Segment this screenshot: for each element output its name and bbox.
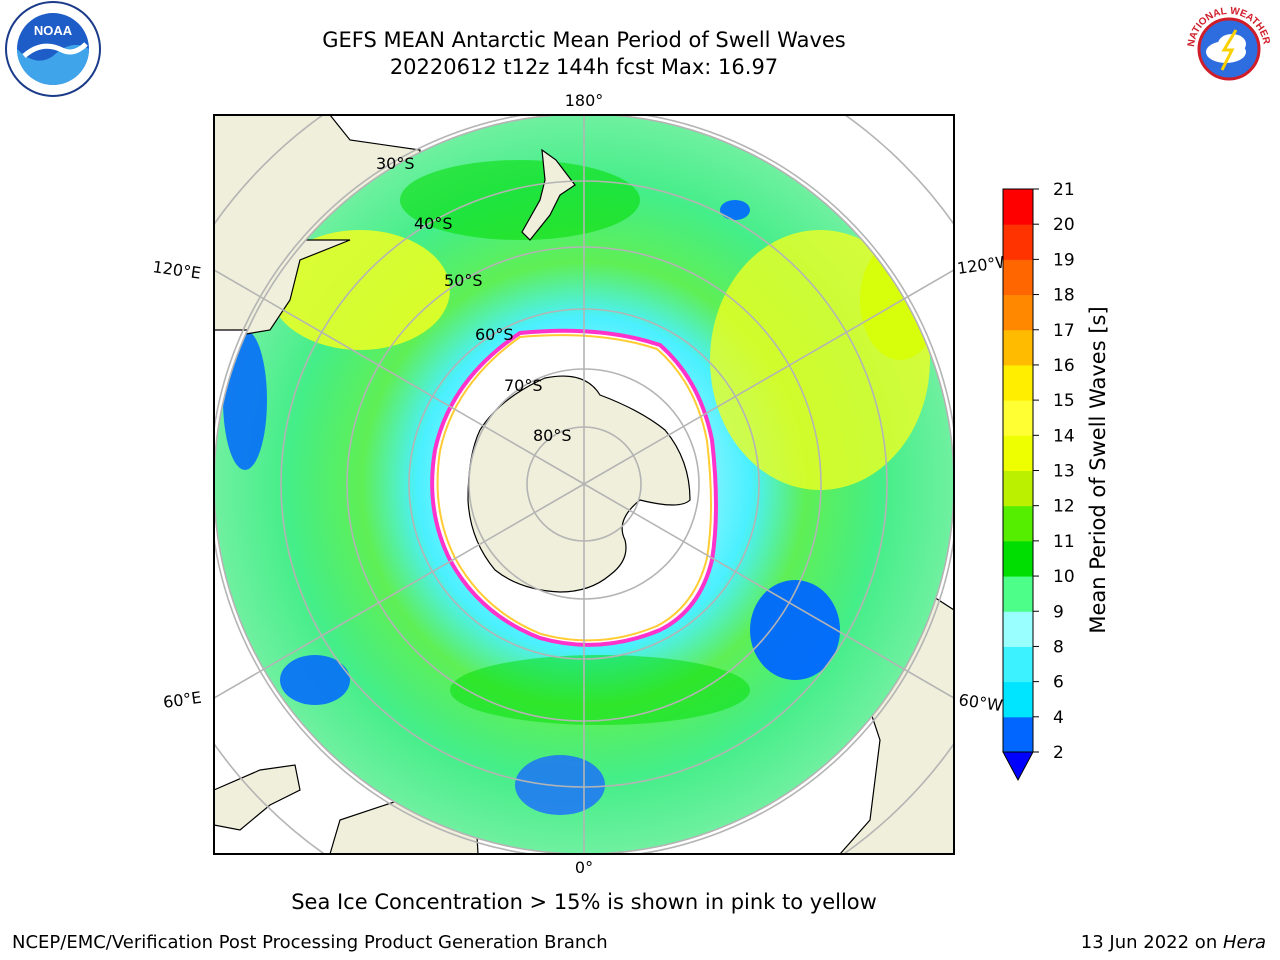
noaa-logo-text: NOAA (34, 23, 73, 38)
sea-ice-caption: Sea Ice Concentration > 15% is shown in … (291, 890, 877, 914)
colorbar-segment (1003, 364, 1033, 401)
map-subtitle: 20220612 t12z 144h fcst Max: 16.97 (389, 55, 779, 79)
colorbar-tick-label: 10 (1053, 567, 1075, 587)
colorbar-segment (1003, 611, 1033, 647)
colorbar-segment (1003, 259, 1033, 296)
colorbar-segment (1003, 435, 1033, 471)
lon-label-180: 180° (565, 91, 604, 110)
colorbar-segment (1003, 681, 1033, 718)
map-title: GEFS MEAN Antarctic Mean Period of Swell… (322, 28, 846, 52)
madagascar-landmass (214, 764, 301, 831)
colorbar-tick-label: 8 (1053, 637, 1064, 657)
colorbar-tick-label: 11 (1053, 532, 1075, 552)
colorbar-segment (1003, 576, 1033, 612)
colorbar-segment (1003, 505, 1033, 542)
colorbar-tick-label: 6 (1053, 673, 1064, 693)
colorbar-label: Mean Period of Swell Waves [s] (1086, 306, 1110, 633)
colorbar-segment (1003, 540, 1033, 577)
lat-label-80s: 80°S (533, 426, 572, 445)
lon-label-0: 0° (575, 858, 593, 877)
swell-zone-low (515, 755, 605, 815)
lat-label-40s: 40°S (414, 214, 453, 233)
noaa-logo: NOAA (5, 1, 101, 97)
colorbar-tick-label: 20 (1053, 215, 1075, 235)
date-text: 13 Jun 2022 on (1080, 932, 1223, 953)
colorbar-segment (1003, 189, 1033, 225)
colorbar-segment (1003, 646, 1033, 683)
colorbar-tick-label: 17 (1053, 321, 1075, 341)
lat-label-50s: 50°S (444, 271, 483, 290)
lat-label-60s: 60°S (475, 325, 514, 344)
colorbar-segment (1003, 294, 1033, 331)
colorbar-segment (1003, 224, 1033, 260)
credit-line: NCEP/EMC/Verification Post Processing Pr… (12, 932, 608, 953)
colorbar-tick-label: 18 (1053, 286, 1075, 306)
swell-zone-high (270, 230, 450, 350)
lat-label-70s: 70°S (504, 376, 543, 395)
colorbar-tick-label: 9 (1053, 602, 1064, 622)
colorbar-extend-arrow (1002, 751, 1034, 782)
colorbar-segment (1003, 470, 1033, 507)
colorbar-tick-label: 14 (1053, 426, 1075, 446)
colorbar-tick-label: 13 (1053, 462, 1075, 482)
colorbar-segment (1003, 329, 1033, 366)
colorbar-tick-label: 2 (1053, 743, 1064, 763)
new-zealand-landmass (521, 148, 576, 241)
lon-label-60w: 60°W (957, 690, 1004, 715)
swell-zone-mid (450, 655, 750, 725)
swell-zone-mid (400, 160, 640, 240)
lon-label-120e: 120°E (151, 257, 202, 283)
map-frame (213, 114, 955, 855)
swell-zone-low (720, 200, 750, 220)
lat-label-30s: 30°S (376, 154, 415, 173)
lon-label-60e: 60°E (162, 688, 203, 712)
machine-name: Hera (1222, 932, 1266, 953)
colorbar-tick-label: 4 (1053, 708, 1064, 728)
swell-zone-low (750, 580, 840, 680)
colorbar: 2 4 6 8 9 10 11 12 13 14 15 16 17 18 19 20 21 (1002, 180, 1075, 782)
nws-logo: NATIONAL WEATHER SERVICE (1180, 0, 1275, 95)
colorbar-segment (1003, 716, 1033, 753)
colorbar-tick-label: 12 (1053, 497, 1075, 517)
colorbar-tick-label: 15 (1053, 391, 1075, 411)
date-line: 13 Jun 2022 on Hera (1081, 932, 1266, 953)
meridian-lines (214, 115, 954, 854)
sea-ice-edge (430, 328, 718, 647)
colorbar-segment (1003, 400, 1033, 436)
swell-zone-low (280, 655, 350, 705)
colorbar-tick-label: 21 (1053, 180, 1075, 200)
colorbar-tick-label: 19 (1053, 250, 1075, 270)
colorbar-tick-label: 16 (1053, 356, 1075, 376)
